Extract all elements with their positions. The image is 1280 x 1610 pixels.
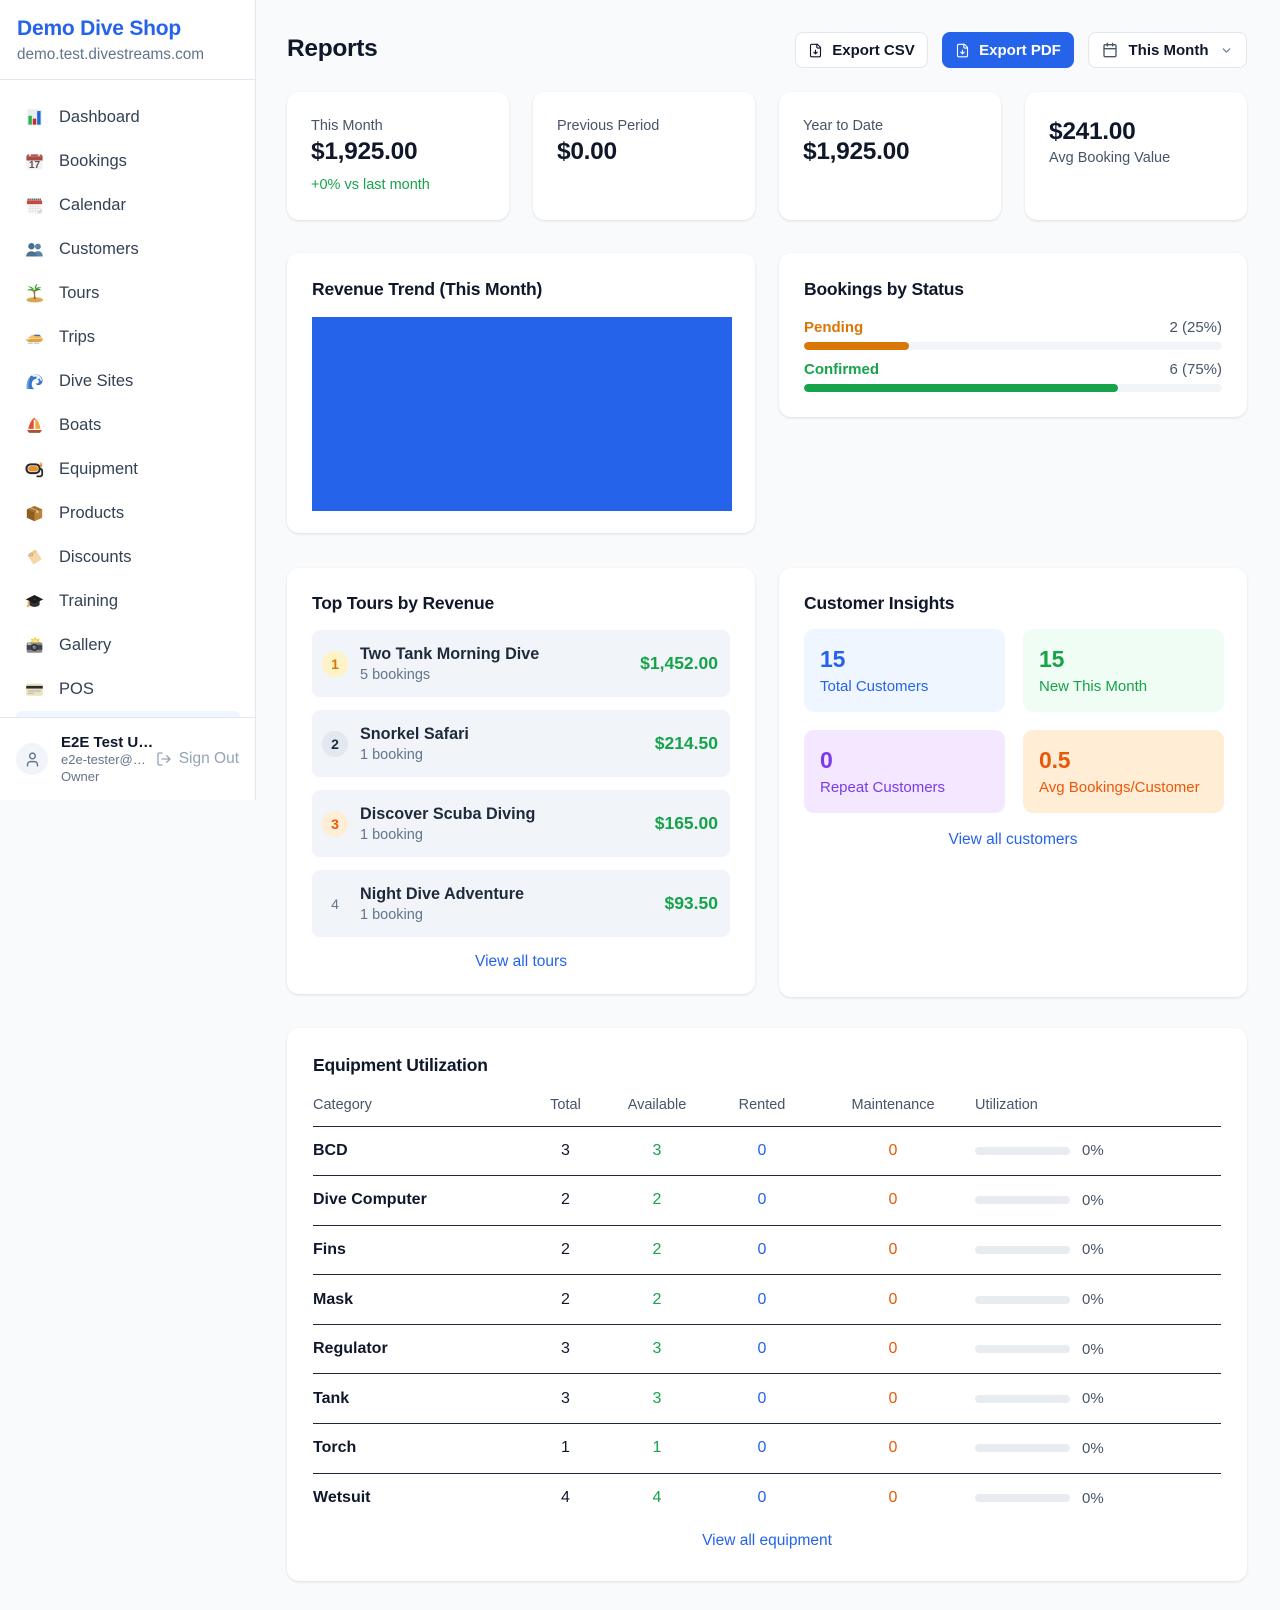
svg-text:17: 17 bbox=[28, 160, 40, 171]
